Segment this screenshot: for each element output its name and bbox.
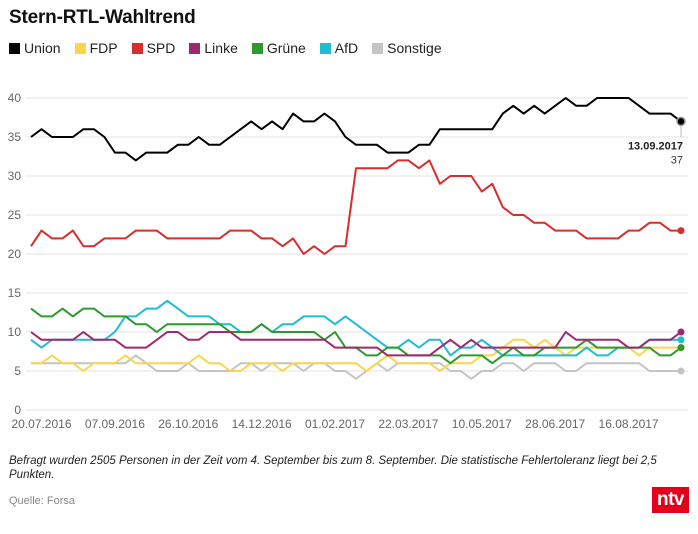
- legend-swatch-union: [9, 42, 20, 54]
- end-marker-union: [676, 116, 686, 127]
- legend-item-gruene[interactable]: Grüne: [251, 40, 306, 56]
- legend-item-linke[interactable]: Linke: [189, 40, 238, 56]
- x-tick-label: 28.06.2017: [525, 417, 585, 431]
- tooltip-value: 37: [671, 154, 683, 166]
- y-tick-label: 25: [8, 208, 22, 222]
- series-line-linke: [30, 331, 682, 357]
- legend-label-gruene: Grüne: [266, 40, 306, 56]
- y-tick-label: 40: [8, 91, 22, 105]
- x-tick-label: 26.10.2016: [158, 417, 218, 431]
- tooltip-date: 13.09.2017: [628, 140, 683, 152]
- y-tick-label: 5: [14, 364, 21, 378]
- footnote: Befragt wurden 2505 Personen in der Zeit…: [9, 455, 657, 481]
- end-marker-spd: [677, 227, 685, 235]
- x-tick-label: 10.05.2017: [452, 417, 512, 431]
- series-line-fdp: [31, 338, 681, 372]
- x-tick-label: 14.12.2016: [232, 417, 292, 431]
- gridlines: [26, 97, 688, 411]
- legend-label-linke: Linke: [204, 40, 238, 56]
- x-tick-label: 20.07.2016: [11, 417, 71, 431]
- line-chart[interactable]: 0 5 10 15 20 25 30 35 40 20.07.2016 07.09.2016 26.…: [0, 80, 698, 440]
- legend-label-spd: SPD: [146, 40, 176, 56]
- series-line-union: [30, 97, 682, 162]
- ntv-logo[interactable]: ntv: [652, 487, 689, 513]
- series-lines: [30, 97, 682, 380]
- legend-item-fdp[interactable]: FDP: [74, 40, 118, 56]
- legend-item-afd[interactable]: AfD: [319, 40, 359, 56]
- end-marker-linke: [677, 328, 685, 336]
- end-marker-gruene: [677, 344, 685, 352]
- legend-label-fdp: FDP: [89, 40, 118, 56]
- legend-item-spd[interactable]: SPD: [131, 40, 176, 56]
- legend-swatch-afd: [319, 42, 331, 54]
- y-tick-label: 15: [8, 286, 22, 300]
- y-axis: 0 5 10 15 20 25 30 35 40: [8, 91, 22, 417]
- end-markers: [676, 116, 686, 375]
- chart-title: Stern-RTL-Wahltrend: [9, 7, 196, 28]
- y-tick-label: 35: [8, 130, 22, 144]
- x-tick-label: 01.02.2017: [305, 417, 365, 431]
- legend-swatch-fdp: [74, 42, 86, 54]
- series-line-sonstige: [31, 354, 681, 380]
- x-tick-label: 16.08.2017: [599, 417, 659, 431]
- legend-swatch-linke: [189, 42, 201, 54]
- source-note: Quelle: Forsa: [9, 495, 76, 507]
- y-tick-label: 0: [14, 403, 21, 417]
- legend: Union FDP SPD Linke Grüne AfD Sonstige: [9, 40, 456, 56]
- end-marker-afd: [677, 336, 685, 344]
- y-tick-label: 20: [8, 247, 22, 261]
- legend-label-union: Union: [24, 40, 61, 56]
- legend-label-afd: AfD: [334, 40, 359, 56]
- x-axis: 20.07.2016 07.09.2016 26.10.2016 14.12.2016…: [11, 417, 658, 431]
- x-tick-label: 07.09.2016: [85, 417, 145, 431]
- tooltip: 13.09.2017 37: [628, 125, 683, 166]
- y-tick-label: 10: [8, 325, 22, 339]
- series-line-spd: [30, 159, 681, 255]
- end-marker-sonstige: [677, 367, 685, 375]
- x-tick-label: 22.03.2017: [378, 417, 438, 431]
- legend-swatch-gruene: [251, 42, 263, 54]
- y-tick-label: 30: [8, 169, 22, 183]
- series-line-afd: [30, 299, 681, 357]
- legend-swatch-sonstige: [372, 42, 384, 54]
- legend-swatch-spd: [131, 42, 143, 54]
- legend-label-sonstige: Sonstige: [387, 40, 442, 56]
- legend-item-union[interactable]: Union: [9, 40, 61, 56]
- legend-item-sonstige[interactable]: Sonstige: [372, 40, 442, 56]
